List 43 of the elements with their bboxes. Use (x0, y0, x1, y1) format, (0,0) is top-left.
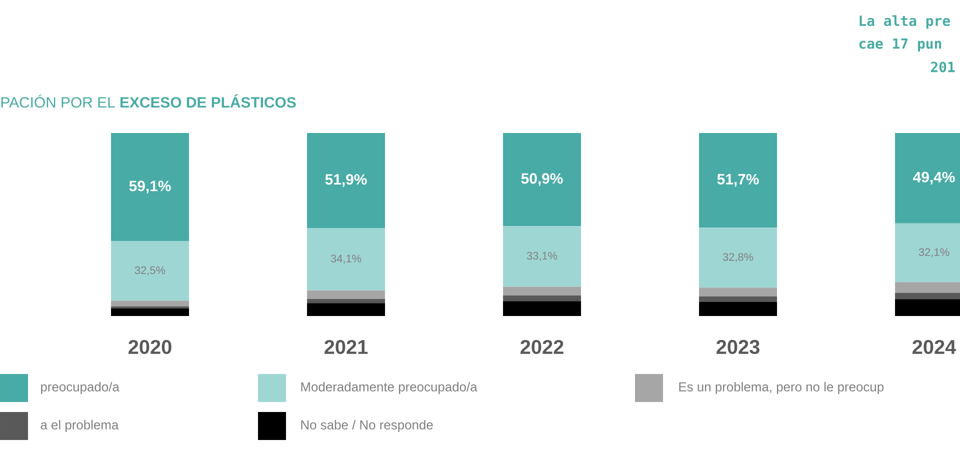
bar (699, 228, 778, 288)
data-label: 32,5% (134, 266, 166, 276)
data-label: 34,1% (330, 254, 362, 264)
bar (699, 132, 778, 228)
data-label: 49,4% (913, 172, 955, 185)
data-label: 32,1% (918, 248, 950, 258)
chart-title: PACIÓN POR EL EXCESO DE PLÁSTICOS (1, 94, 296, 108)
data-label: 33,1% (526, 252, 558, 261)
text: cae 17 pun (859, 38, 942, 52)
data-label: 59,1% (129, 180, 171, 194)
data-label: 50,9% (521, 173, 563, 186)
data-label: 51,9% (325, 174, 367, 187)
x-tick-label: 2024 (912, 340, 956, 354)
bar (307, 228, 386, 290)
bar (307, 298, 386, 304)
text: 201 (930, 62, 955, 72)
bar (503, 286, 582, 296)
bar (111, 132, 190, 242)
bar (503, 132, 582, 226)
bar (111, 241, 190, 301)
data-label: 51,7% (717, 174, 759, 187)
bar (699, 288, 778, 296)
legend-label: preocupado/a (41, 382, 120, 394)
bar (307, 303, 386, 316)
bar (503, 301, 582, 316)
x-tick-label: 2020 (128, 340, 172, 354)
bar (111, 300, 190, 306)
legend-label: No sabe / No responde (301, 420, 433, 432)
bar (699, 296, 778, 302)
x-tick-label: 2022 (520, 340, 564, 354)
bar (307, 132, 386, 228)
bar (111, 308, 190, 316)
legend-label: a el problema (40, 420, 119, 432)
legend-label: Es un problema, pero no le preocup (679, 382, 884, 394)
data-label: 32,8% (722, 253, 754, 262)
bar (503, 226, 582, 287)
bar (503, 295, 582, 302)
x-tick-label: 2021 (324, 340, 368, 354)
legend-label: Moderadamente preocupado/a (301, 382, 478, 394)
x-tick-label: 2023 (716, 340, 760, 354)
bar (307, 290, 386, 299)
text: La alta pre (860, 15, 950, 29)
bar (699, 302, 778, 316)
